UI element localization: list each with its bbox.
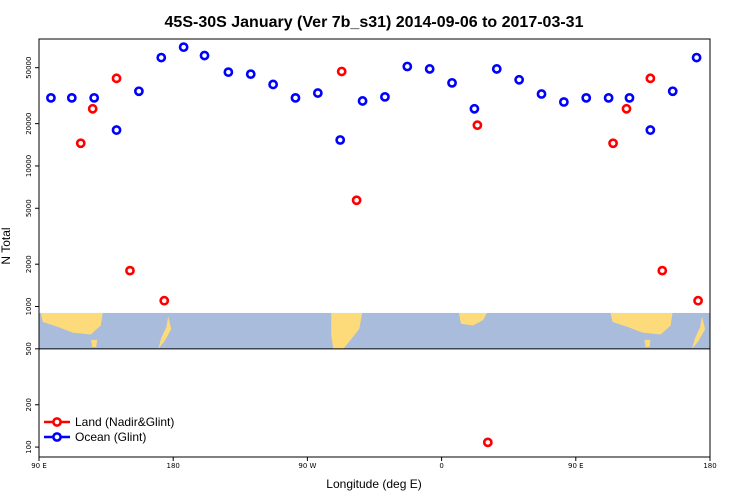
land-point-7	[472, 120, 483, 131]
ocean-point-2	[89, 92, 100, 103]
chart-title: 45S-30S January (Ver 7b_s31) 2014-09-06 …	[165, 14, 584, 31]
ocean-point-3	[111, 125, 122, 135]
data-points	[46, 42, 703, 448]
ocean-point-4	[134, 86, 144, 97]
y-tick-label-1: 200	[25, 398, 33, 411]
y-tick-label-4: 2000	[25, 255, 33, 273]
x-tick-label-2: 90 W	[298, 462, 316, 470]
ocean-point-27	[645, 125, 656, 135]
land-point-11	[645, 73, 656, 84]
land-point-6	[351, 195, 362, 206]
ocean-point-5	[156, 52, 167, 63]
ocean-point-7	[199, 50, 210, 61]
ocean-point-16	[402, 61, 413, 72]
map-land-4	[458, 312, 487, 326]
land-point-2	[111, 73, 122, 84]
ocean-point-23	[558, 97, 569, 107]
map-land-0	[40, 312, 103, 335]
y-tick-label-2: 500	[25, 342, 33, 355]
y-tick-label-6: 10000	[25, 155, 33, 177]
ocean-point-29	[691, 52, 702, 63]
land-point-13	[693, 295, 703, 306]
world-map-strip	[39, 312, 710, 349]
ocean-point-26	[624, 92, 635, 103]
ocean-point-15	[380, 91, 390, 102]
x-tick-label-3: 0	[439, 462, 443, 470]
ocean-point-21	[514, 74, 525, 85]
map-ocean	[39, 312, 710, 349]
land-point-9	[608, 138, 618, 149]
land-point-12	[657, 265, 668, 276]
ocean-point-17	[424, 64, 435, 74]
land-point-0	[75, 138, 86, 149]
map-land-2	[158, 316, 172, 349]
x-tick-label-0: 90 E	[31, 462, 47, 470]
ocean-point-22	[536, 89, 547, 99]
map-land-1	[91, 339, 98, 348]
ocean-point-11	[290, 92, 301, 103]
map-land-7	[692, 316, 706, 349]
legend-marker-0	[52, 417, 62, 427]
y-tick-label-3: 1000	[25, 298, 33, 316]
map-land-6	[644, 339, 651, 348]
axis-ticks: 90 E 180 90 W 0 90 E 180 100 200 500 1000 2000 5000…	[25, 57, 717, 470]
plot-frame	[38, 38, 711, 458]
ocean-point-9	[245, 69, 256, 80]
land-point-1	[87, 103, 98, 114]
ocean-point-6	[178, 42, 189, 53]
y-tick-label-8: 50000	[25, 57, 33, 79]
land-point-10	[621, 103, 632, 114]
x-axis-label: Longitude (deg E)	[326, 477, 421, 491]
ocean-point-24	[581, 92, 592, 103]
ocean-point-18	[447, 77, 457, 88]
ocean-point-20	[491, 64, 502, 74]
legend: Land (Nadir&Glint)Ocean (Glint)	[44, 415, 174, 444]
x-tick-label-5: 180	[703, 462, 716, 470]
ocean-point-10	[268, 79, 279, 90]
y-tick-label-5: 5000	[25, 199, 33, 217]
ocean-point-8	[223, 67, 234, 78]
legend-label-1: Ocean (Glint)	[75, 430, 146, 444]
land-point-8	[482, 437, 493, 448]
land-point-4	[159, 295, 170, 306]
ocean-point-19	[469, 103, 480, 114]
ocean-point-28	[667, 86, 678, 97]
legend-marker-1	[52, 432, 62, 442]
x-tick-label-4: 90 E	[568, 462, 584, 470]
legend-label-0: Land (Nadir&Glint)	[75, 415, 174, 429]
y-axis-label: N Total	[0, 227, 13, 264]
map-land-3	[331, 312, 363, 349]
ocean-point-0	[46, 92, 56, 103]
land-point-5	[336, 66, 347, 77]
y-tick-label-0: 100	[25, 440, 33, 453]
land-point-3	[125, 265, 135, 276]
y-tick-label-7: 20000	[25, 112, 33, 134]
ocean-point-13	[335, 135, 346, 145]
x-tick-label-1: 180	[167, 462, 180, 470]
ocean-point-1	[66, 92, 77, 103]
map-land-5	[610, 312, 673, 335]
ocean-point-12	[312, 88, 323, 98]
ocean-point-25	[603, 92, 614, 103]
ocean-point-14	[357, 96, 368, 106]
